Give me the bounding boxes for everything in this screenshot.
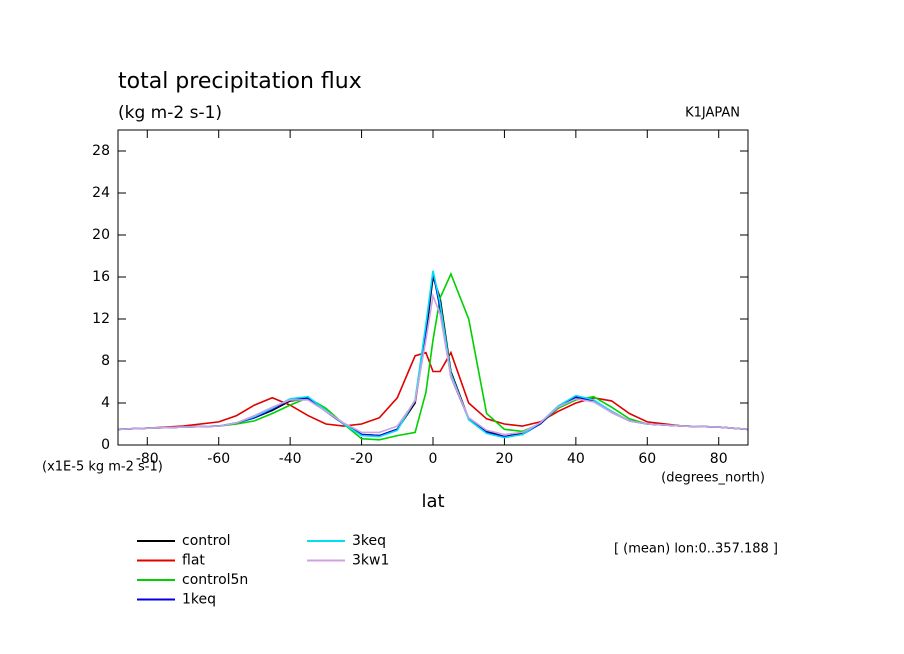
note: [ (mean) lon:0..357.188 ] bbox=[614, 542, 778, 557]
plot-frame bbox=[117, 129, 749, 446]
x-tick-label: -40 bbox=[279, 451, 302, 467]
legend-label: 3kw1 bbox=[352, 553, 389, 569]
dataset-label: K1JAPAN bbox=[685, 106, 740, 121]
x-tick-label: 80 bbox=[710, 451, 728, 467]
x-tick-label: 0 bbox=[429, 451, 438, 467]
series-line bbox=[118, 270, 748, 439]
legend-label: control bbox=[182, 533, 231, 549]
y-tick-label: 4 bbox=[101, 395, 110, 411]
y-tick-label: 24 bbox=[92, 185, 110, 201]
x-tick-label: -20 bbox=[350, 451, 373, 467]
series-line bbox=[118, 292, 748, 436]
y-tick-label: 20 bbox=[92, 227, 110, 243]
y-tick-label: 8 bbox=[101, 353, 110, 369]
legend-label: 1keq bbox=[182, 592, 216, 608]
x-axis-title: lat bbox=[421, 491, 444, 512]
y-tick-label: 16 bbox=[92, 269, 110, 285]
x-unit-label: (degrees_north) bbox=[661, 471, 765, 486]
y-unit-label: (x1E-5 kg m-2 s-1) bbox=[42, 460, 163, 475]
x-tick-label: 20 bbox=[496, 451, 514, 467]
chart-title: total precipitation flux bbox=[118, 69, 362, 94]
y-tick-label: 28 bbox=[92, 143, 110, 159]
series-line bbox=[118, 276, 748, 438]
legend-label: flat bbox=[182, 553, 205, 569]
series-line bbox=[118, 271, 748, 441]
y-tick-label: 12 bbox=[92, 311, 110, 327]
y-tick-label: 0 bbox=[101, 437, 110, 453]
chart-subtitle: (kg m-2 s-1) bbox=[118, 103, 222, 123]
legend-label: control5n bbox=[182, 572, 248, 588]
legend-label: 3keq bbox=[352, 533, 386, 549]
x-tick-label: -80 bbox=[136, 451, 159, 467]
series-line bbox=[118, 350, 748, 431]
x-tick-label: 60 bbox=[638, 451, 656, 467]
x-tick-label: -60 bbox=[207, 451, 230, 467]
x-tick-label: 40 bbox=[567, 451, 585, 467]
